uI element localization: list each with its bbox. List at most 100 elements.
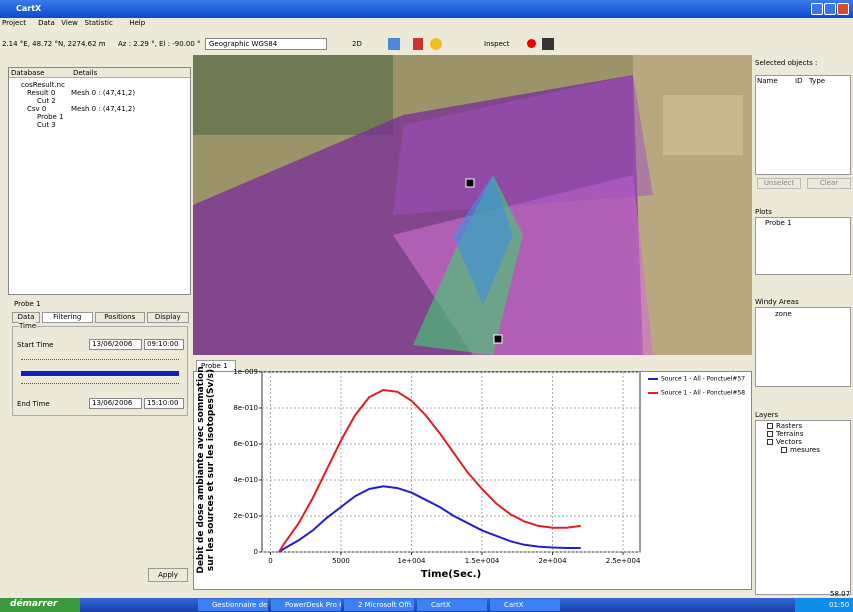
x-tick-label: 0 xyxy=(268,557,272,565)
record[interactable] xyxy=(527,39,536,48)
legend-label: Source 1 - All - Ponctuel#57 xyxy=(661,376,745,383)
column-header: ID xyxy=(795,77,802,85)
menu-item[interactable]: Data xyxy=(38,19,55,27)
task-button[interactable]: PowerDesk Pro 6... xyxy=(271,599,341,611)
probe-marker[interactable] xyxy=(466,179,474,187)
tree-detail: Mesh 0 : (47,41,2) xyxy=(71,89,135,97)
menu-bar: Project Data View Statistic Help xyxy=(0,18,853,28)
taskbar: démarrer 01:50 Gestionnaire des...PowerD… xyxy=(0,598,853,612)
time-field[interactable]: 09:10:00 xyxy=(144,339,184,350)
label: End Time xyxy=(17,400,50,408)
menu-item[interactable]: Project xyxy=(2,19,26,27)
close-button[interactable] xyxy=(837,3,849,15)
x-tick-label: 1.5e+004 xyxy=(465,557,500,565)
button[interactable]: Unselect xyxy=(757,178,801,189)
tree-item[interactable]: Cut 2 xyxy=(37,97,56,105)
tree-item[interactable]: Probe 1 xyxy=(765,219,792,227)
date-field[interactable]: 13/06/2006 xyxy=(89,339,142,350)
checkbox[interactable] xyxy=(767,439,773,445)
panel-title: Plots xyxy=(755,208,772,216)
label: Apply xyxy=(158,571,178,579)
checkbox[interactable] xyxy=(767,431,773,437)
tab[interactable]: Filtering xyxy=(42,312,93,323)
menu-item[interactable]: View xyxy=(61,19,78,27)
y-tick-label: 2e-010 xyxy=(233,512,258,520)
projection: Geographic WGS84 xyxy=(209,40,277,48)
angles: Az : 2.29 °, El : -90.00 ° xyxy=(118,40,201,48)
panel-title: Probe 1 xyxy=(14,300,41,308)
tabs: DataFilteringPositionsDisplay xyxy=(12,312,182,323)
status: 58.07 xyxy=(830,590,850,598)
time-group: Time Start Time 13/06/2006 09:10:00 End … xyxy=(12,326,188,416)
column-header: Type xyxy=(809,77,825,85)
time: 09:10:00 xyxy=(147,340,178,348)
menu-item[interactable]: Help xyxy=(129,19,145,27)
column-header: Database xyxy=(11,69,44,77)
tree-item[interactable]: mesures xyxy=(790,446,820,454)
app-window: CartX Project Data View Statistic Help 2.14 … xyxy=(0,0,853,612)
tree-item[interactable]: Vectors xyxy=(776,438,802,446)
toolbar: 2.14 °E, 48.72 °N, 2274.62 m Az : 2.29 °… xyxy=(0,37,853,51)
probe-marker[interactable] xyxy=(494,335,502,343)
date: 13/06/2006 xyxy=(92,340,132,348)
tree-item[interactable]: Terrains xyxy=(776,430,803,438)
panel xyxy=(755,307,851,387)
slider-track[interactable] xyxy=(21,383,179,384)
x-tick-label: 2e+004 xyxy=(539,557,568,565)
group-title: Time xyxy=(19,322,36,330)
tree-item[interactable]: Probe 1 xyxy=(37,113,64,121)
window-title: CartX xyxy=(16,4,41,13)
tree-item[interactable]: Result 0 xyxy=(27,89,55,97)
date-field[interactable]: 13/06/2006 xyxy=(89,398,142,409)
map-view[interactable] xyxy=(193,55,752,355)
y-tick-label: 0 xyxy=(254,548,258,556)
y-tick-label: 4e-010 xyxy=(233,476,258,484)
button[interactable]: Clear xyxy=(807,178,851,189)
x-tick-label: 5000 xyxy=(332,557,350,565)
icon[interactable] xyxy=(430,38,442,50)
clock: 01:50 xyxy=(829,601,849,609)
maximize-button[interactable] xyxy=(824,3,836,15)
projection-combo[interactable]: Geographic WGS84 xyxy=(205,38,327,50)
slider-track[interactable] xyxy=(21,359,179,360)
x-tick-label: 2.5e+004 xyxy=(606,557,641,565)
time-field[interactable]: 15:10:00 xyxy=(144,398,184,409)
label: démarrer xyxy=(10,599,57,609)
icon[interactable] xyxy=(413,38,423,50)
time-range[interactable] xyxy=(21,371,179,376)
x-tick-label: 1e+004 xyxy=(398,557,427,565)
checkbox[interactable] xyxy=(781,447,787,453)
task-button[interactable]: Gestionnaire des... xyxy=(198,599,268,611)
tree-item[interactable]: cosResult.nc xyxy=(21,81,65,89)
task-button[interactable]: CartX xyxy=(417,599,487,611)
start-button[interactable]: démarrer xyxy=(0,598,80,612)
panel-title: Layers xyxy=(755,411,778,419)
icon[interactable] xyxy=(388,38,400,50)
tree-item[interactable]: zone xyxy=(775,310,792,318)
view-mode[interactable]: 2D xyxy=(352,40,362,48)
tree-item[interactable]: Csv 0 xyxy=(27,105,46,113)
field xyxy=(663,95,743,155)
inspect[interactable]: Inspect xyxy=(484,40,510,48)
panel-title: Windy Areas xyxy=(755,298,799,306)
minimize-button[interactable] xyxy=(811,3,823,15)
date: 13/06/2006 xyxy=(92,399,132,407)
tab[interactable]: Display xyxy=(147,312,189,323)
legend-label: Source 1 - All - Ponctuel#58 xyxy=(661,390,745,397)
menu-item[interactable]: Statistic xyxy=(85,19,113,27)
task-button[interactable]: CartX xyxy=(490,599,560,611)
checkbox[interactable] xyxy=(767,423,773,429)
tree-item[interactable]: Cut 3 xyxy=(37,121,56,129)
field xyxy=(193,55,393,135)
y-tick-label: 8e-010 xyxy=(233,404,258,412)
tray: 01:50 xyxy=(795,598,853,612)
apply-button[interactable]: Apply xyxy=(148,568,188,582)
camera[interactable] xyxy=(542,38,554,50)
y-axis-label: Debit de dose ambiante avec sommation su… xyxy=(196,365,236,575)
tree-item[interactable]: Rasters xyxy=(776,422,802,430)
column-header: Name xyxy=(757,77,778,85)
task-button[interactable]: 2 Microsoft Offi... xyxy=(344,599,414,611)
tab[interactable]: Positions xyxy=(95,312,146,323)
